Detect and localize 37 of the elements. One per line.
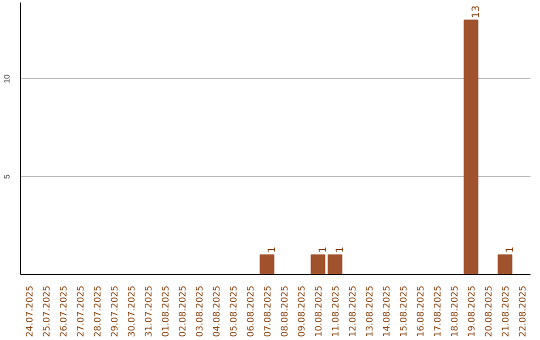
- x-tick-label: 12.08.2025: [348, 286, 358, 338]
- data-label: 13: [471, 5, 482, 18]
- x-tick-label: 20.08.2025: [484, 286, 494, 338]
- x-tick-label: 11.08.2025: [332, 286, 342, 338]
- x-tick-label: 19.08.2025: [468, 286, 478, 338]
- x-tick-label: 15.08.2025: [400, 286, 410, 338]
- x-tick-label: 08.08.2025: [280, 286, 290, 338]
- x-tick-label: 17.08.2025: [434, 286, 444, 338]
- x-tick-label: 21.08.2025: [502, 286, 512, 338]
- x-tick-label: 16.08.2025: [416, 286, 426, 338]
- x-tick-label: 10.08.2025: [314, 286, 324, 338]
- x-tick-label: 04.08.2025: [212, 286, 222, 338]
- x-tick-label: 26.07.2025: [60, 286, 70, 338]
- x-tick-label: 06.08.2025: [246, 286, 256, 338]
- x-tick-label: 31.07.2025: [144, 286, 154, 338]
- x-tick-label: 14.08.2025: [382, 286, 392, 338]
- x-tick-label: 09.08.2025: [298, 286, 308, 338]
- data-label: 1: [267, 246, 278, 253]
- x-tick-label: 07.08.2025: [264, 286, 274, 338]
- x-tick-label: 30.07.2025: [128, 286, 138, 338]
- x-tick-label: 29.07.2025: [110, 286, 120, 338]
- x-tick-label: 01.08.2025: [162, 286, 172, 338]
- x-tick-label: 27.07.2025: [76, 286, 86, 338]
- x-tick-label: 24.07.2025: [26, 286, 36, 338]
- x-tick-label: 18.08.2025: [450, 286, 460, 338]
- data-label: 1: [505, 246, 516, 253]
- x-tick-label: 25.07.2025: [42, 286, 52, 338]
- data-label: 1: [318, 246, 329, 253]
- x-tick-label: 28.07.2025: [94, 286, 104, 338]
- x-tick-label: 03.08.2025: [196, 286, 206, 338]
- x-tick-label: 05.08.2025: [230, 286, 240, 338]
- x-tick-label: 22.08.2025: [518, 286, 528, 338]
- y-tick-label: 5: [2, 174, 12, 179]
- x-tick-label: 13.08.2025: [366, 286, 376, 338]
- x-tick-label: 02.08.2025: [178, 286, 188, 338]
- data-label: 1: [335, 246, 346, 253]
- y-tick-label: 10: [2, 74, 12, 84]
